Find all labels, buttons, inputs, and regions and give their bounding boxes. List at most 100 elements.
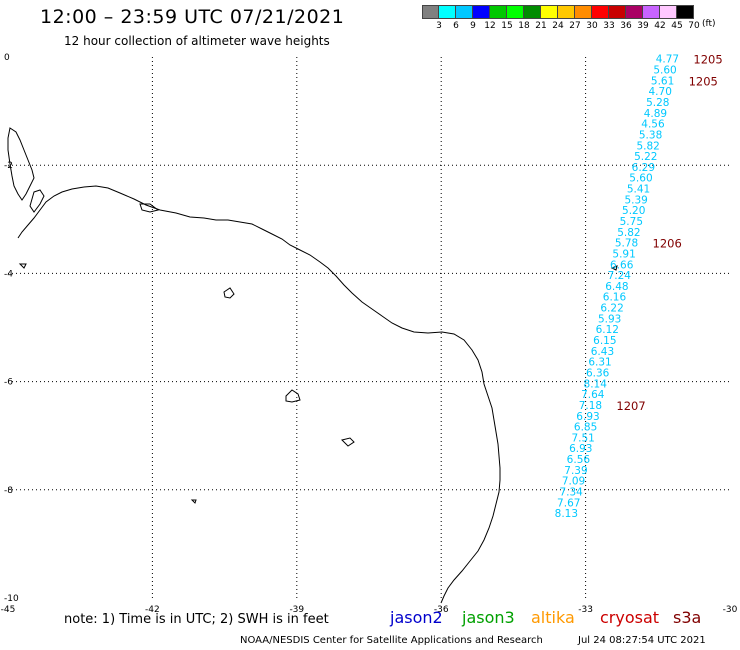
y-tick-label: 0 bbox=[4, 53, 10, 63]
legend-swatch bbox=[456, 5, 473, 19]
small-island-e bbox=[18, 263, 197, 504]
x-tick-label: -30 bbox=[723, 605, 738, 615]
mission-s3a: s3a bbox=[673, 608, 702, 627]
swh-value-label: 6.22 bbox=[600, 303, 623, 315]
swh-value-label: 6.15 bbox=[593, 335, 616, 347]
swh-value-label: 4.70 bbox=[649, 86, 672, 98]
legend-swatch bbox=[643, 5, 660, 19]
time-label: 1206 bbox=[653, 237, 682, 251]
swh-value-label: 6.12 bbox=[596, 324, 619, 336]
legend-tick-label: 42 bbox=[654, 21, 666, 31]
legend-swatch bbox=[575, 5, 592, 19]
x-tick-label: -42 bbox=[145, 605, 160, 615]
swh-value-label: 5.60 bbox=[653, 65, 676, 77]
small-island-c bbox=[341, 437, 355, 447]
swh-value-label: 8.13 bbox=[555, 508, 578, 520]
x-tick-label: -36 bbox=[434, 605, 449, 615]
swh-value-label: 5.91 bbox=[612, 248, 635, 260]
swh-value-label: 6.36 bbox=[586, 367, 610, 379]
swh-value-label: 5.82 bbox=[636, 140, 659, 152]
legend-swatch bbox=[490, 5, 507, 19]
swh-value-label: 5.93 bbox=[598, 313, 621, 325]
map-subtitle: 12 hour collection of altimeter wave hei… bbox=[64, 34, 330, 48]
swh-value-label: 5.20 bbox=[622, 205, 645, 217]
swh-value-label: 6.43 bbox=[591, 346, 614, 358]
swh-value-label: 6.48 bbox=[605, 281, 628, 293]
brazil-coastline bbox=[83, 185, 501, 604]
legend-swatches bbox=[422, 5, 694, 19]
legend-tick-label: 30 bbox=[586, 21, 598, 31]
legend-swatch bbox=[609, 5, 626, 19]
legend-tick-label: 6 bbox=[453, 21, 459, 31]
legend-swatch bbox=[592, 5, 609, 19]
swh-value-label: 6.85 bbox=[574, 422, 597, 434]
legend-swatch bbox=[422, 5, 439, 19]
swh-value-label: 7.09 bbox=[562, 476, 585, 488]
legend-tick-label: 70 bbox=[688, 21, 700, 31]
y-tick-label: -2 bbox=[4, 161, 13, 171]
time-labels: 1205 1205 1206 1207 bbox=[616, 53, 722, 413]
small-island-b bbox=[285, 389, 301, 403]
legend-swatch bbox=[473, 5, 490, 19]
time-label: 1207 bbox=[616, 399, 645, 413]
mission-cryosat: cryosat bbox=[600, 608, 660, 627]
swh-value-label: 5.75 bbox=[620, 216, 643, 228]
y-tick-label: -8 bbox=[4, 486, 13, 496]
legend-tick-label: 9 bbox=[470, 21, 476, 31]
swh-value-label: 5.82 bbox=[617, 227, 640, 239]
coastline-northwest bbox=[17, 186, 85, 239]
swh-value-label: 5.28 bbox=[646, 97, 669, 109]
legend-swatch bbox=[558, 5, 575, 19]
swh-value-label: 5.39 bbox=[624, 194, 647, 206]
axis-labels: -45 -42 -39 -36 -33 -30 0 -2 -4 -6 -8 -10 bbox=[1, 53, 738, 615]
legend-ticks: 3 6 9 12 15 18 21 24 27 30 33 36 39 42 45 70 bbox=[422, 19, 700, 31]
time-label: 1205 bbox=[693, 53, 722, 67]
coastline bbox=[7, 127, 618, 604]
legend-tick-label: 15 bbox=[501, 21, 513, 31]
x-tick-label: -33 bbox=[578, 605, 593, 615]
legend-swatch bbox=[524, 5, 541, 19]
credit-footer: NOAA/NESDIS Center for Satellite Applica… bbox=[240, 635, 543, 646]
generation-time: Jul 24 08:27:54 UTC 2021 bbox=[578, 635, 706, 646]
legend-tick-label: 12 bbox=[484, 21, 496, 31]
y-tick-label: -4 bbox=[4, 269, 13, 279]
swh-value-label: 6.93 bbox=[576, 411, 599, 423]
x-tick-label: -39 bbox=[289, 605, 304, 615]
swh-value-label: 5.22 bbox=[634, 151, 657, 163]
legend-swatch bbox=[677, 5, 694, 19]
marajo-island bbox=[7, 127, 35, 201]
legend-tick-label: 24 bbox=[552, 21, 564, 31]
swh-value-label: 7.51 bbox=[571, 432, 594, 444]
legend-tick-label: 18 bbox=[518, 21, 530, 31]
swh-value-label: 6.29 bbox=[632, 162, 655, 174]
y-tick-label: -6 bbox=[4, 378, 13, 388]
time-label: 1205 bbox=[689, 74, 718, 88]
legend-tick-label: 33 bbox=[603, 21, 615, 31]
swh-value-label: 6.16 bbox=[603, 292, 627, 304]
legend-swatch bbox=[626, 5, 643, 19]
legend-swatch bbox=[439, 5, 456, 19]
y-tick-label: -10 bbox=[4, 594, 19, 604]
mission-jason3: jason3 bbox=[462, 608, 515, 627]
swh-value-label: 5.61 bbox=[651, 75, 674, 87]
map-grid bbox=[8, 57, 730, 598]
map-note: note: 1) Time is in UTC; 2) SWH is in fe… bbox=[64, 612, 329, 627]
mission-altika: altika bbox=[531, 608, 575, 627]
swh-value-label: 5.78 bbox=[615, 238, 638, 250]
swh-value-label: 6.31 bbox=[588, 357, 611, 369]
swh-value-label: 7.18 bbox=[579, 400, 602, 412]
swh-value-label: 4.89 bbox=[644, 108, 667, 120]
legend-unit: (ft) bbox=[702, 19, 716, 29]
legend-swatch bbox=[541, 5, 558, 19]
swh-value-label: 6.66 bbox=[610, 259, 634, 271]
swh-value-label: 8.14 bbox=[584, 378, 608, 390]
swh-value-label: 6.56 bbox=[567, 454, 591, 466]
legend-tick-label: 36 bbox=[620, 21, 632, 31]
small-island-a bbox=[223, 287, 235, 299]
color-legend: 3 6 9 12 15 18 21 24 27 30 33 36 39 42 45 70 bbox=[422, 5, 700, 31]
swh-value-label: 5.60 bbox=[629, 173, 652, 185]
swh-value-label: 7.24 bbox=[608, 270, 632, 282]
swh-value-label: 4.77 bbox=[656, 54, 679, 66]
legend-swatch bbox=[507, 5, 524, 19]
small-island-d bbox=[610, 265, 618, 271]
